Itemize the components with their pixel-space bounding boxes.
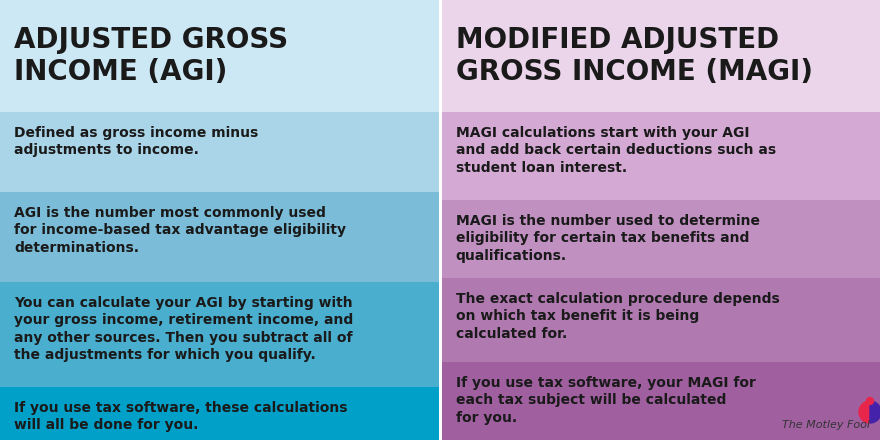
Text: MODIFIED ADJUSTED
GROSS INCOME (MAGI): MODIFIED ADJUSTED GROSS INCOME (MAGI) — [456, 26, 812, 86]
Bar — [442, 200, 880, 278]
Bar — [0, 282, 438, 387]
Circle shape — [867, 397, 874, 404]
Text: Defined as gross income minus
adjustments to income.: Defined as gross income minus adjustment… — [14, 126, 258, 158]
Text: The exact calculation procedure depends
on which tax benefit it is being
calcula: The exact calculation procedure depends … — [456, 292, 780, 341]
Bar — [438, 0, 442, 440]
Bar — [442, 362, 880, 440]
Text: ADJUSTED GROSS
INCOME (AGI): ADJUSTED GROSS INCOME (AGI) — [14, 26, 288, 86]
Bar — [442, 278, 880, 362]
Text: If you use tax software, your MAGI for
each tax subject will be calculated
for y: If you use tax software, your MAGI for e… — [456, 376, 755, 425]
Text: MAGI is the number used to determine
eligibility for certain tax benefits and
qu: MAGI is the number used to determine eli… — [456, 214, 759, 263]
Text: AGI is the number most commonly used
for income-based tax advantage eligibility
: AGI is the number most commonly used for… — [14, 206, 346, 255]
Bar — [0, 192, 438, 282]
Bar — [442, 112, 880, 200]
Text: MAGI calculations start with your AGI
and add back certain deductions such as
st: MAGI calculations start with your AGI an… — [456, 126, 775, 175]
Bar — [0, 0, 438, 112]
Wedge shape — [859, 401, 870, 423]
Text: The Motley Fool: The Motley Fool — [782, 420, 870, 430]
Text: If you use tax software, these calculations
will all be done for you.: If you use tax software, these calculati… — [14, 401, 348, 432]
Wedge shape — [870, 401, 880, 423]
Bar — [0, 387, 438, 440]
Bar — [0, 112, 438, 192]
Bar — [442, 0, 880, 112]
Text: You can calculate your AGI by starting with
your gross income, retirement income: You can calculate your AGI by starting w… — [14, 296, 353, 362]
